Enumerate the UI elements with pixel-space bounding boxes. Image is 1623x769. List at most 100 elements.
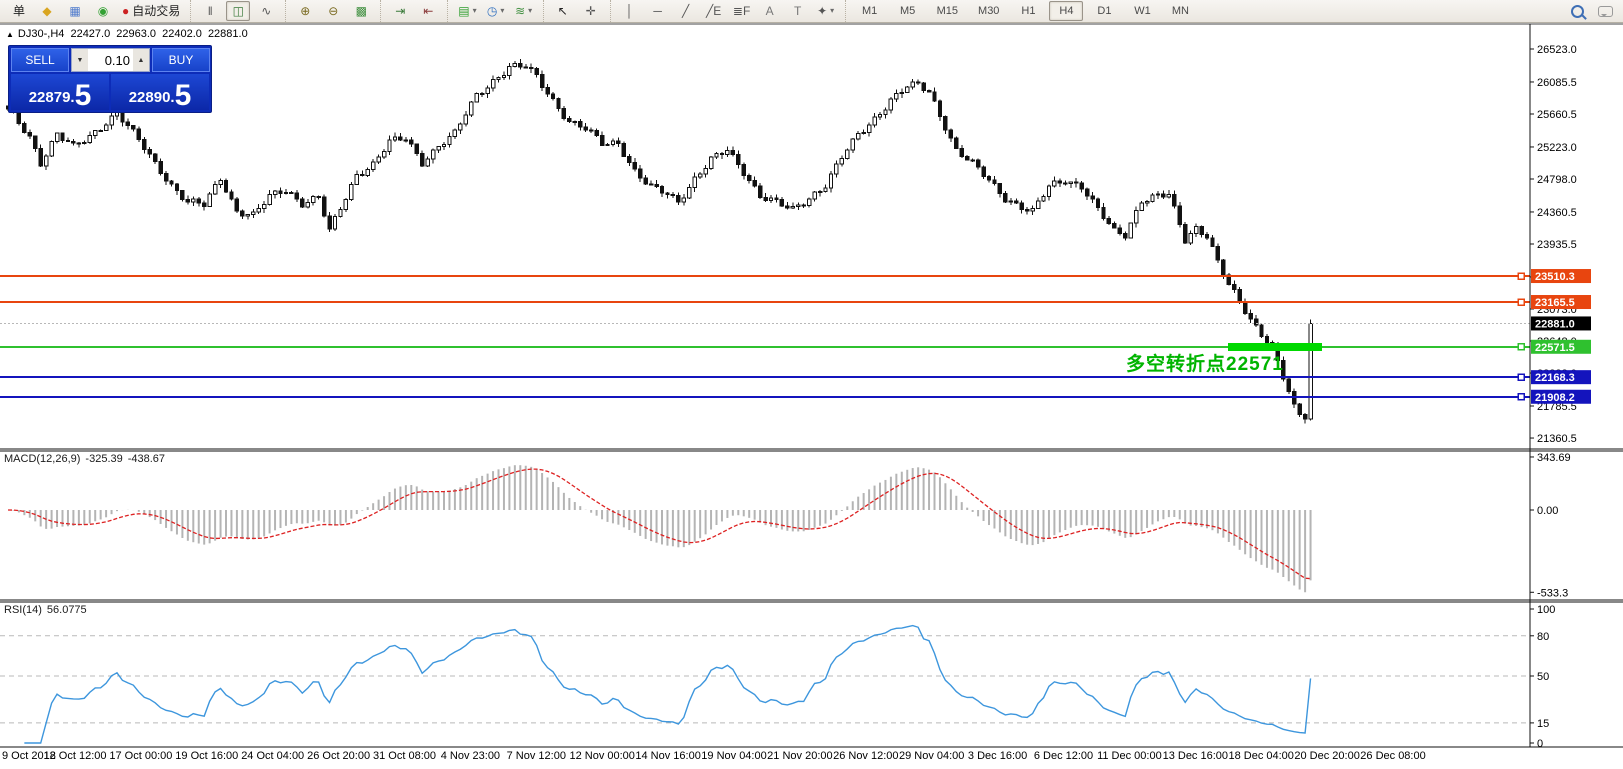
pane-frame [0,23,1623,748]
templates-icon[interactable]: ▤ ▾ [458,4,477,18]
macd-signal-line [7,468,1311,580]
data-window-icon[interactable]: ▦ [69,4,81,18]
resistance-line-2-axis-label: 23165.5 [1531,295,1591,310]
collapse-panel-icon[interactable]: ▲ [6,30,14,39]
support-line-1-axis-label: 22168.3 [1531,370,1591,385]
svg-text:12 Oct 12:00: 12 Oct 12:00 [44,750,107,762]
fibonacci-icon[interactable]: ≣F [732,4,751,18]
svg-text:80: 80 [1537,631,1549,643]
volume-decrease-button[interactable]: ▼ [72,49,88,71]
chart-shift-icon[interactable]: ⇤ [423,4,434,18]
indicators-icon[interactable]: ≋ ▾ [515,4,533,18]
svg-text:21785.5: 21785.5 [1537,401,1577,413]
price-axis[interactable]: 26523.0 26085.5 25660.5 25223.0 24798.0 24360… [1530,44,1591,750]
svg-text:-533.3: -533.3 [1537,587,1568,599]
svg-text:21908.2: 21908.2 [1535,392,1575,404]
svg-text:21 Nov 20:00: 21 Nov 20:00 [767,750,832,762]
new-order-button[interactable]: 单 [12,4,25,18]
zoom-in-icon[interactable]: ⊕ [300,4,311,18]
timeframe-h1[interactable]: H1 [1021,4,1036,17]
timeframe-m15[interactable]: M15 [936,4,959,17]
objects-group: ▤ ▾ ◷ ▾ ≋ ▾ [447,0,542,22]
ohlc-high: 22963.0 [116,28,157,40]
timeframe-m1[interactable]: M1 [861,4,878,17]
auto-scroll-icon[interactable]: ⇥ [395,4,406,18]
timeframe-h4[interactable]: H4 [1049,1,1084,21]
cursor-icon[interactable]: ↖ [557,4,568,18]
timeframe-m5[interactable]: M5 [899,4,916,17]
svg-text:15: 15 [1537,718,1549,730]
equidistant-channel-icon[interactable]: ╱E [706,4,722,18]
crosshair-icon[interactable]: ✛ [585,4,596,18]
auto-trading-button[interactable]: ● 自动交易 [122,4,181,18]
timeframe-toolbar: M1 M5 M15 M30 H1 H4 D1 W1 MN [844,0,1205,22]
buy-price-button[interactable]: 22890. 5 [111,74,209,110]
svg-text:3 Dec 16:00: 3 Dec 16:00 [968,750,1027,762]
svg-text:14 Nov 16:00: 14 Nov 16:00 [635,750,700,762]
bar-chart-icon[interactable]: ‖ [207,4,213,18]
svg-text:343.69: 343.69 [1537,452,1571,464]
arrows-icon[interactable]: ✦ ▾ [817,4,835,18]
line-chart-icon[interactable]: ∿ [261,4,272,18]
main-toolbar: 单 ◆ ▦ ◉ ● 自动交易 ‖ ◫ ∿ ⊕ ⊖ ▩ ⇥ ⇤ ▤ ▾ ◷ ▾ ≋ ▾ ↖ ✛ │ ─ ╱ ╱E ≣F A T ✦ ▾ M1 M… [0,0,1623,23]
current-price-axis-label: 22881.0 [1531,316,1591,331]
svg-text:19 Nov 04:00: 19 Nov 04:00 [701,750,766,762]
resistance-line-1-axis-label: 23510.3 [1531,269,1591,284]
svg-text:23165.5: 23165.5 [1535,297,1575,309]
text-label-icon[interactable]: T [793,4,802,18]
text-icon[interactable]: A [765,4,774,18]
scroll-group: ⇥ ⇤ [380,0,447,22]
svg-text:11 Dec 00:00: 11 Dec 00:00 [1097,750,1162,762]
svg-text:4 Nov 23:00: 4 Nov 23:00 [441,750,500,762]
timeframe-m30[interactable]: M30 [978,4,1000,17]
support-line-2-axis-label: 21908.2 [1531,389,1591,404]
vertical-line-icon[interactable]: │ [625,4,634,18]
resistance-line-2-hline[interactable] [0,298,1530,306]
volume-input[interactable] [88,49,133,71]
candlestick-chart-icon[interactable]: ◫ [226,1,251,21]
svg-text:12 Nov 00:00: 12 Nov 00:00 [569,750,634,762]
timeframe-mn[interactable]: MN [1171,4,1189,17]
chart-ohlc-title: ▲ DJ30-,H4 22427.0 22963.0 22402.0 22881.… [6,28,251,40]
macd-indicator-label: MACD(12,26,9) -325.39 -438.67 [4,453,166,465]
pivot-annotation-text: 多空转折点22571 [1126,354,1284,375]
search-icon[interactable] [1571,4,1584,18]
indicators-icon-dropdown[interactable]: ▾ [528,6,533,15]
zoom-out-icon[interactable]: ⊖ [328,4,339,18]
resistance-line-1-hline[interactable] [0,272,1530,280]
ohlc-close: 22881.0 [207,28,248,40]
period-icon-dropdown[interactable]: ▾ [500,6,505,15]
svg-text:100: 100 [1537,604,1555,616]
sell-button[interactable]: SELL [11,48,69,72]
ohlc-low: 22402.0 [162,28,202,40]
timeframe-w1[interactable]: W1 [1134,4,1151,17]
market-watch-icon[interactable]: ◆ [42,4,52,18]
volume-increase-button[interactable]: ▲ [133,49,149,71]
templates-icon-dropdown[interactable]: ▾ [472,6,477,15]
period-icon[interactable]: ◷ ▾ [486,4,505,18]
svg-text:17 Oct 00:00: 17 Oct 00:00 [109,750,172,762]
support-line-1-hline[interactable] [0,373,1530,381]
macd-pane [7,465,1312,593]
chart-plot-area[interactable]: 26523.0 26085.5 25660.5 25223.0 24798.0 24360… [0,23,1623,769]
horizontal-line-icon[interactable]: ─ [653,4,662,18]
timeframe-d1[interactable]: D1 [1097,4,1112,17]
svg-text:18 Dec 04:00: 18 Dec 04:00 [1228,750,1293,762]
signals-icon[interactable]: ◉ [97,4,109,18]
support-line-2-hline[interactable] [0,393,1530,401]
trendline-icon[interactable]: ╱ [682,4,690,18]
pivot-trend-segment[interactable] [1228,343,1322,351]
sell-price-button[interactable]: 22879. 5 [11,74,109,110]
buy-button[interactable]: BUY [152,48,210,72]
tile-windows-icon[interactable]: ▩ [355,4,367,18]
svg-text:22881.0: 22881.0 [1535,318,1575,330]
community-chat-icon[interactable] [1598,5,1613,17]
candlestick-series [5,59,1313,424]
file-group: 单 ◆ ▦ ◉ ● 自动交易 [0,0,190,22]
symbol-period-label: DJ30-,H4 [17,28,65,40]
svg-text:13 Dec 16:00: 13 Dec 16:00 [1163,750,1228,762]
arrows-icon-dropdown[interactable]: ▾ [830,6,835,15]
svg-text:29 Nov 04:00: 29 Nov 04:00 [899,750,964,762]
